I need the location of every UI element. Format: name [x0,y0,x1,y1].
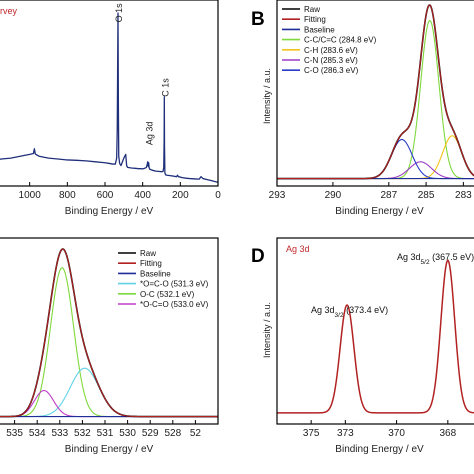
x-tick-label: 368 [439,428,456,439]
peak-annotation: O 1s [114,3,124,23]
fitting-line [0,248,218,418]
x-tick-label: 200 [172,190,189,201]
panel-tag: rvey [0,6,18,16]
peak-annotation: Ag 3d5/2 (367.5 eV) [397,252,474,266]
peak-annotation: C 1s [160,78,170,97]
x-tick-label: 531 [97,428,114,439]
legend-label: Baseline [304,25,335,34]
x-tick-label: 370 [388,428,405,439]
x-tick-label: 533 [51,428,68,439]
component-peak-2 [0,367,218,418]
legend-label: C-O (286.3 eV) [304,66,359,75]
x-tick-label: 600 [97,190,114,201]
x-tick-label: 528 [164,428,181,439]
legend-label: Fitting [304,15,326,24]
x-tick-label: 285 [418,190,435,201]
x-axis-label: Binding Energy / eV [65,206,154,217]
x-tick-label: 290 [325,190,342,201]
peak-annotation: Ag 3d [145,122,155,146]
x-tick-label: 293 [269,190,286,201]
legend-label: C-H (283.6 eV) [304,46,358,55]
legend-label: Baseline [140,269,171,278]
x-tick-label: 0 [215,190,221,201]
legend-label: *O=C-O (531.3 eV) [140,280,209,289]
legend-label: Raw [140,249,156,258]
series-line-1 [0,12,218,183]
x-tick-label: 534 [29,428,46,439]
plot-area [0,12,218,183]
plot-frame [0,0,219,187]
plot-area [277,259,474,414]
raw-line [0,248,218,418]
legend-label: Fitting [140,259,162,268]
chart-panel-4: 375373370368365Binding Energy / eVIntens… [251,237,474,455]
legend-label: C-N (285.3 eV) [304,56,358,65]
component-peak-4 [277,138,474,180]
chart-panel-2: 293 290 287 285 283 Binding Energy / eV Intens… [251,0,474,217]
fitting-line [277,259,474,414]
plot-frame [276,237,474,425]
plot-area [0,248,218,418]
x-tick-label: 1000 [19,190,42,201]
chart-panel-1: 200 1000 800 600 400 200 0 Binding Energy / eV r… [0,0,221,217]
legend-label: O-C (532.1 eV) [140,290,195,299]
x-tick-label: 52 [190,428,202,439]
x-tick-label: 400 [134,190,151,201]
x-tick-label: 200 [0,190,1,201]
x-tick-label: 530 [119,428,136,439]
x-tick-label: 532 [74,428,91,439]
component-peak-2 [277,135,474,180]
x-tick-label: 373 [337,428,354,439]
plot-area [277,4,474,180]
fitting-line [277,4,474,180]
panel-letter: B [251,9,265,30]
x-tick-label: 800 [59,190,76,201]
component-peak-3 [277,161,474,180]
y-axis-label: Intensity / a.u. [262,68,272,124]
x-tick-label: 287 [380,190,397,201]
peak-annotation: Ag 3d3/2 (373.4 eV) [311,305,388,319]
legend-label: C-C/C=C (284.8 eV) [304,36,377,45]
x-axis-label: Binding Energy / eV [335,206,424,217]
x-tick-label: 283 [455,190,472,201]
plot-frame [276,0,474,187]
x-tick-label: 535 [6,428,23,439]
chart-panel-3: 535 534 533 532 531 530 529 528 52 Binding Energy… [0,237,219,455]
x-tick-label: 529 [142,428,159,439]
x-axis-label: Binding Energy / eV [335,444,424,455]
panel-letter: D [251,246,265,267]
legend-label: *O-C=O (533.0 eV) [140,300,209,309]
x-axis-label: Binding Energy / eV [65,444,154,455]
x-tick-label: 375 [303,428,320,439]
component-peak-3 [0,389,218,418]
y-axis-label: Intensity / a.u. [262,302,272,358]
legend-label: Raw [304,5,320,14]
panel-tag: Ag 3d [286,244,310,254]
